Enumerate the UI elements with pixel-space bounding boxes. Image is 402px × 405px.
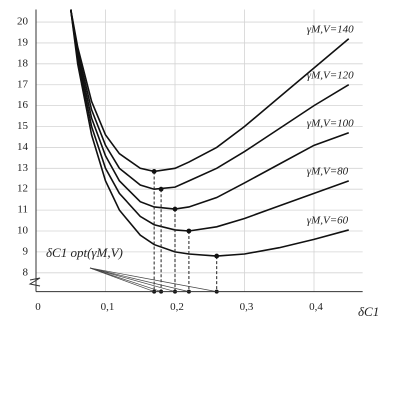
x-tick-label: 0: [35, 301, 41, 313]
annotation-leader: [89, 267, 155, 292]
series-label: γM,V=120: [307, 69, 354, 81]
x-tick-label: 0,3: [240, 301, 254, 313]
series-label: γM,V=140: [307, 23, 354, 35]
x-tick-label: 0,2: [170, 301, 184, 313]
grid: [36, 9, 363, 292]
optimum-point: [158, 186, 164, 192]
annotation-leader: [89, 267, 217, 292]
y-tick-label: 12: [17, 183, 28, 195]
y-tick-label: 13: [17, 162, 29, 174]
x-tick-label: 0,1: [101, 301, 115, 313]
axis-break: [28, 277, 41, 287]
y-tick-label: 15: [17, 120, 29, 132]
y-tick-label: 9: [23, 245, 29, 257]
y-tick-label: 11: [17, 204, 28, 216]
series-label: γM,V=60: [307, 214, 349, 226]
y-tick-label: 17: [17, 78, 29, 90]
annotation-leader: [89, 267, 162, 292]
y-tick-label: 14: [17, 141, 29, 153]
curve: [69, 9, 350, 191]
series-label: γM,V=80: [307, 165, 349, 177]
annotation: δC1 opt(γM,V): [46, 245, 123, 260]
marks: [69, 9, 350, 294]
annotation-leader: [89, 267, 176, 292]
x-tick-label: 0,4: [309, 301, 323, 313]
y-tick-label: 16: [17, 99, 29, 111]
annotation-leader: [89, 267, 189, 292]
y-tick-label: 20: [17, 16, 29, 28]
y-tick-label: 8: [23, 266, 29, 278]
optimum-point: [186, 228, 192, 234]
curve: [69, 9, 350, 232]
y-tick-label: 19: [17, 36, 29, 48]
x-axis-label: δC1: [358, 304, 379, 319]
curve: [69, 9, 349, 257]
y-tick-label: 10: [17, 225, 29, 237]
optimum-point: [151, 169, 157, 174]
optimum-point: [214, 253, 220, 259]
optimum-point: [172, 206, 178, 212]
curve: [69, 9, 350, 173]
curve: [69, 9, 350, 210]
y-tick-label: 18: [17, 57, 29, 69]
series-label: γM,V=100: [307, 117, 354, 129]
